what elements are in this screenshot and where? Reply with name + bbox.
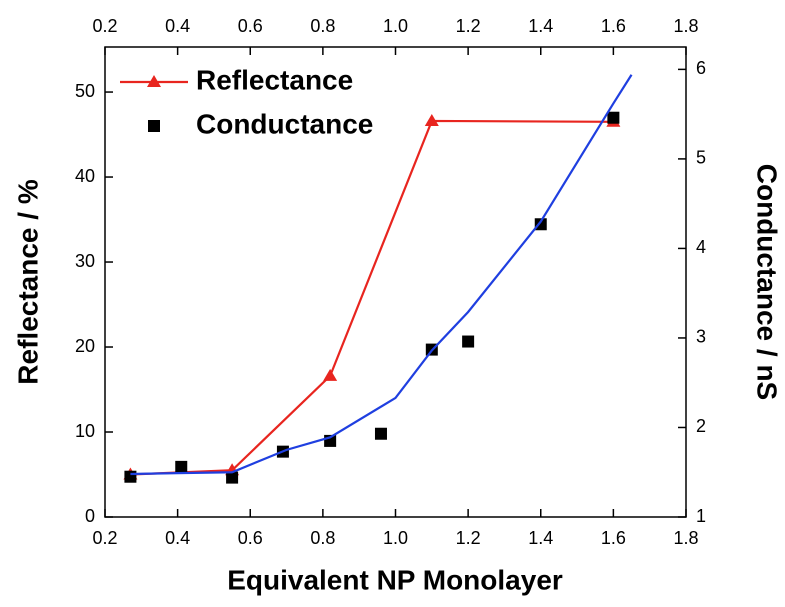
data-point	[323, 368, 338, 381]
x-top-tick-label: 0.6	[238, 16, 263, 36]
y-tick-label: 20	[75, 336, 95, 356]
x-tick-label: 0.8	[310, 528, 335, 548]
x-tick-label: 1.0	[383, 528, 408, 548]
data-point	[534, 218, 547, 231]
data-point	[607, 111, 620, 124]
data-point	[462, 335, 475, 348]
data-point	[226, 471, 239, 484]
y2-tick-label: 1	[696, 506, 706, 526]
series-line	[130, 74, 633, 476]
y2-tick-label: 4	[696, 237, 706, 257]
x-top-tick-label: 0.2	[92, 16, 117, 36]
legend-marker	[147, 75, 161, 87]
x-tick-label: 1.6	[601, 528, 626, 548]
legend-label: Reflectance	[196, 64, 353, 95]
x-top-tick-label: 0.8	[310, 16, 335, 36]
x-tick-label: 0.2	[92, 528, 117, 548]
x-axis-title: Equivalent NP Monolayer	[227, 564, 563, 595]
y2-tick-label: 2	[696, 416, 706, 436]
legend-marker	[148, 120, 160, 132]
y-tick-label: 50	[75, 81, 95, 101]
x-top-tick-label: 1.8	[673, 16, 698, 36]
data-point	[424, 113, 439, 126]
x-top-tick-label: 1.4	[528, 16, 553, 36]
y2-tick-label: 5	[696, 148, 706, 168]
y-tick-label: 0	[85, 506, 95, 526]
legend-label: Conductance	[196, 108, 373, 139]
x-top-tick-label: 1.2	[456, 16, 481, 36]
y-axis-title: Reflectance / %	[12, 179, 43, 385]
x-tick-label: 1.4	[528, 528, 553, 548]
x-tick-label: 1.8	[673, 528, 698, 548]
y-tick-label: 30	[75, 251, 95, 271]
x-tick-label: 0.6	[238, 528, 263, 548]
x-top-tick-label: 0.4	[165, 16, 190, 36]
data-point	[175, 460, 188, 473]
y-tick-label: 10	[75, 421, 95, 441]
y-tick-label: 40	[75, 166, 95, 186]
y2-tick-label: 3	[696, 327, 706, 347]
x-tick-label: 1.2	[456, 528, 481, 548]
y2-axis-title: Conductance / nS	[752, 164, 783, 400]
y2-tick-label: 6	[696, 58, 706, 78]
series-line	[130, 119, 614, 476]
x-top-tick-label: 1.6	[601, 16, 626, 36]
data-point	[124, 470, 137, 483]
data-point	[374, 427, 387, 440]
plot-frame	[104, 46, 687, 518]
x-tick-label: 0.4	[165, 528, 190, 548]
x-top-tick-label: 1.0	[383, 16, 408, 36]
